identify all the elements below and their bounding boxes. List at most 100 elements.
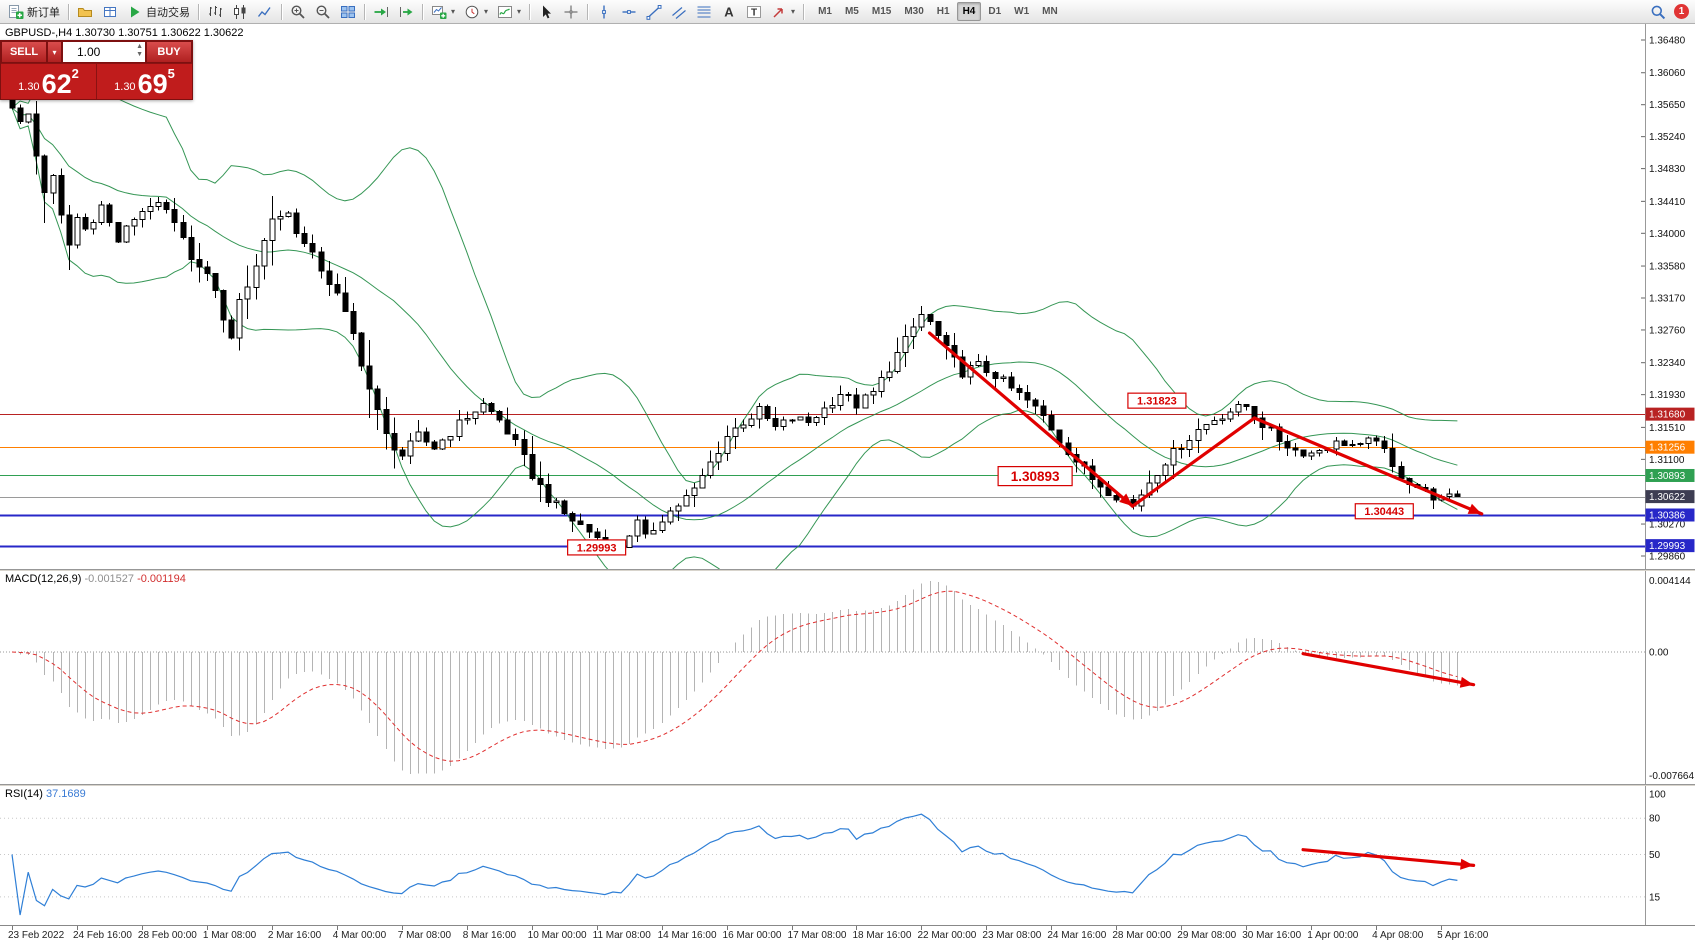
timeframe-W1[interactable]: W1 [1014,6,1030,17]
price-chart-panel[interactable]: 1.36480 1.36060 1.35650 1.35240 1.34830 1.344… [0,24,1695,569]
toolbar-separator [68,3,69,20]
rsi-panel[interactable]: 100 80 50 15 RSI(14) 37.1689 [0,786,1695,925]
order-type-dropdown[interactable]: ▾ [47,41,62,63]
search-button[interactable] [1646,1,1670,22]
timeframe-M5[interactable]: M5 [844,6,859,17]
bar-chart-button[interactable] [203,1,227,22]
spin-down-icon[interactable]: ▼ [136,51,143,58]
vertical-line-button[interactable] [592,1,616,22]
rsi-line [11,813,1458,916]
zoom-out-button[interactable] [311,1,335,22]
toolbar-separator [198,3,199,20]
macd-signal-value: -0.001194 [137,573,186,585]
timeframe-D1[interactable]: D1 [988,6,1002,17]
new-order-button-label: 新订单 [27,6,60,19]
time-label: 10 Mar 00:00 [527,930,587,941]
symbol-info: GBPUSD-,H4 1.30730 1.30751 1.30622 1.306… [5,27,244,39]
time-label: 4 Mar 00:00 [332,930,387,941]
sell-button[interactable]: SELL [1,41,47,63]
svg-text:1.32760: 1.32760 [1649,325,1686,336]
time-tick [856,926,858,930]
profiles-button[interactable] [73,1,97,22]
rsi-label: RSI(14) 37.1689 [5,788,86,800]
timeframe-H4[interactable]: H4 [956,2,982,21]
fibonacci-button[interactable] [692,1,716,22]
text-button[interactable]: A [717,1,741,22]
price-level-label: 1.31680 [1645,407,1695,421]
svg-text:15: 15 [1649,892,1661,903]
new-chart-button[interactable]: ▾ [427,1,459,22]
toolbar-separator [803,3,805,20]
trend-arrow[interactable] [1130,416,1256,508]
linechart-icon [257,4,273,20]
macd-panel[interactable]: 0.004144 0.00 -0.007664 MACD(12,26,9) -0.0… [0,571,1695,784]
arrows-button[interactable]: ▾ [767,1,799,22]
timeframe-MN[interactable]: MN [1042,6,1058,17]
auto-scroll-button[interactable] [369,1,393,22]
toolbar-separator [364,3,365,20]
buy-button[interactable]: BUY [146,41,192,63]
grid-blue-icon [102,4,118,20]
price-axis[interactable]: 1.36480 1.36060 1.35650 1.35240 1.34830 1.344… [1641,24,1695,569]
text-label-button[interactable]: T [742,1,766,22]
zoom-in-button[interactable] [286,1,310,22]
text-t-icon: T [746,4,762,20]
chart-shift-button[interactable] [394,1,418,22]
crosshair-button[interactable] [559,1,583,22]
time-tick [661,926,663,930]
new-order-button[interactable]: 新订单 [4,1,64,22]
trend-arrow[interactable] [927,331,1135,508]
tile-windows-button[interactable] [336,1,360,22]
periods-button[interactable]: ▾ [460,1,492,22]
svg-text:1.31680: 1.31680 [1649,410,1686,421]
timeframe-H1[interactable]: H1 [936,6,950,17]
sell-price-big: 62 [41,69,72,99]
timeframe-M1[interactable]: M1 [818,6,832,17]
macd-name: MACD(12,26,9) [5,573,82,585]
candle-chart-button[interactable] [228,1,252,22]
line-chart-button[interactable] [253,1,277,22]
panel-separator[interactable] [0,784,1695,786]
macd-trend-arrow[interactable] [1301,652,1476,688]
rsi-trend-arrow[interactable] [1301,848,1476,870]
rsi-axis[interactable]: 100 80 50 15 [0,786,1666,925]
macd-axis[interactable]: 0.004144 0.00 -0.007664 [1645,571,1695,784]
svg-text:1.34830: 1.34830 [1649,164,1686,175]
horizontal-line-button[interactable] [617,1,641,22]
rsi-svg: 100 80 50 15 [0,786,1666,925]
price-chart-svg[interactable]: 1.36480 1.36060 1.35650 1.35240 1.34830 1.344… [0,24,1695,569]
time-tick [726,926,728,930]
volume-input[interactable]: 1.00 ▲ ▼ [62,41,146,63]
timeframe-M15[interactable]: M15 [871,6,892,17]
svg-text:1.32340: 1.32340 [1649,358,1686,369]
time-axis[interactable]: 23 Feb 2022 24 Feb 16:00 28 Feb 00:00 1 Mar… [0,925,1695,942]
svg-text:1.29993: 1.29993 [1649,541,1686,552]
trend-arrow[interactable] [1252,416,1484,516]
time-tick [921,926,923,930]
trendline-button[interactable] [642,1,666,22]
indicator-icon [497,4,513,20]
sell-price[interactable]: 1.30 62 2 [1,64,96,99]
autotrade-button[interactable]: 自动交易 [123,1,194,22]
volume-stepper[interactable]: ▲ ▼ [136,43,143,59]
svg-text:50: 50 [1649,850,1661,861]
notification-badge[interactable]: 1 [1674,4,1689,19]
price-annotation[interactable]: 1.31823 [1127,392,1187,409]
channel-button[interactable] [667,1,691,22]
cursor-button[interactable] [534,1,558,22]
price-level-lines[interactable] [0,414,1645,548]
data-window-button[interactable] [98,1,122,22]
spin-up-icon[interactable]: ▲ [136,43,143,50]
timeframe-M30[interactable]: M30 [904,6,924,17]
panel-separator[interactable] [0,569,1695,571]
time-label: 22 Mar 00:00 [917,930,977,941]
price-annotation[interactable]: 1.30443 [1354,503,1414,520]
buy-price[interactable]: 1.30 69 5 [97,64,192,99]
time-tick [12,926,13,930]
play-icon [127,4,143,20]
price-annotation[interactable]: 1.29993 [567,539,627,556]
indicators-button[interactable]: ▾ [493,1,525,22]
price-annotation[interactable]: 1.30893 [997,466,1073,487]
svg-text:A: A [724,4,734,19]
time-tick [141,926,143,930]
